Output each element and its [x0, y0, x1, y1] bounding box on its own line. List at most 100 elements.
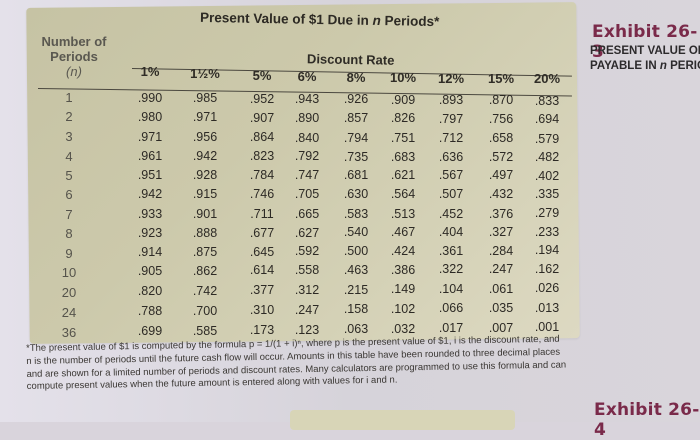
footnote: *The present value of $1 is computed by …: [26, 333, 587, 394]
period-cell: 36: [61, 325, 77, 341]
value-cell: .857: [343, 111, 369, 126]
value-cell: .061: [488, 281, 514, 296]
value-cell: .747: [294, 168, 320, 183]
value-cell: .712: [438, 131, 464, 146]
column-header: 15%: [487, 71, 515, 86]
value-cell: .683: [390, 149, 416, 164]
value-cell: .035: [488, 301, 514, 316]
value-cell: .890: [294, 110, 320, 125]
value-cell: .826: [390, 111, 416, 126]
column-header: 10%: [389, 70, 417, 85]
next-table-panel-edge: [290, 410, 515, 430]
exhibit-label-top: Exhibit 26-3: [592, 22, 698, 62]
value-cell: .933: [137, 207, 163, 221]
value-cell: .572: [488, 149, 514, 164]
value-cell: .711: [250, 206, 274, 221]
value-cell: .914: [137, 245, 163, 259]
value-cell: .585: [192, 323, 218, 338]
value-cell: .840: [294, 130, 320, 145]
period-cell: 1: [65, 90, 73, 105]
title-n: n: [372, 12, 381, 29]
exhibit-label-bottom: Exhibit 26-4: [594, 400, 700, 440]
title-text: Present Value of $1 Due in: [199, 9, 373, 28]
value-cell: .215: [343, 282, 369, 297]
title-suffix: Periods*: [380, 13, 440, 30]
row-header-line1: Number of: [41, 34, 107, 49]
value-cell: .792: [294, 149, 320, 164]
value-cell: .312: [294, 282, 320, 297]
value-cell: .558: [294, 263, 320, 278]
value-cell: .032: [390, 321, 416, 336]
period-cell: 7: [65, 207, 73, 223]
period-cell: 10: [61, 264, 77, 280]
value-cell: .746: [249, 187, 275, 201]
value-cell: .862: [192, 263, 218, 278]
value-cell: .915: [192, 187, 218, 201]
value-cell: .794: [343, 130, 369, 145]
value-cell: .026: [534, 281, 560, 296]
value-cell: .923: [137, 226, 163, 240]
value-cell: .705: [294, 187, 320, 201]
value-cell: .007: [488, 320, 514, 335]
value-cell: .864: [249, 130, 275, 145]
value-cell: .173: [249, 323, 275, 338]
value-cell: .513: [390, 206, 416, 221]
value-cell: .377: [249, 283, 275, 298]
value-cell: .592: [294, 244, 320, 259]
value-cell: .386: [390, 262, 416, 277]
value-cell: .990: [137, 91, 163, 105]
value-cell: .467: [390, 225, 416, 240]
value-cell: .452: [438, 206, 464, 221]
value-cell: .971: [137, 130, 163, 144]
value-cell: .247: [294, 302, 320, 317]
column-header: 12%: [437, 71, 465, 86]
row-header-line2: Periods: [50, 49, 98, 64]
value-cell: .482: [534, 150, 560, 165]
period-cell: 5: [65, 167, 73, 183]
value-cell: .567: [438, 168, 464, 183]
value-cell: .694: [534, 112, 560, 127]
column-header: 1%: [140, 64, 160, 79]
value-cell: .952: [249, 91, 275, 106]
value-cell: .627: [294, 225, 320, 240]
value-cell: .788: [137, 304, 163, 318]
value-cell: .247: [488, 262, 514, 277]
value-cell: .928: [192, 168, 218, 183]
value-cell: .335: [534, 187, 560, 201]
value-cell: .158: [343, 302, 369, 317]
value-cell: .540: [343, 225, 369, 240]
value-cell: .943: [294, 92, 320, 107]
value-cell: .402: [534, 168, 560, 183]
value-cell: .432: [488, 187, 514, 201]
value-cell: .063: [343, 322, 369, 337]
value-cell: .001: [534, 320, 560, 335]
value-cell: .985: [192, 91, 218, 106]
value-cell: .310: [249, 303, 275, 318]
value-cell: .823: [249, 149, 275, 164]
value-cell: .907: [249, 110, 275, 125]
row-header: Number of Periods (n): [40, 34, 108, 79]
value-cell: .961: [137, 149, 163, 163]
period-cell: 9: [65, 245, 73, 261]
value-cell: .888: [192, 225, 218, 240]
value-cell: .322: [438, 262, 464, 277]
column-header: 20%: [533, 71, 561, 86]
value-cell: .066: [438, 301, 464, 316]
period-cell: 8: [65, 226, 73, 242]
period-cell: 2: [65, 109, 73, 125]
period-cell: 20: [61, 285, 77, 300]
value-cell: .194: [534, 243, 560, 258]
period-cell: 3: [65, 129, 73, 145]
exhibit-subtitle-line1: PRESENT VALUE OF: [590, 45, 700, 57]
value-cell: .909: [390, 92, 416, 107]
value-cell: .699: [137, 324, 163, 338]
value-cell: .376: [488, 206, 514, 221]
value-cell: .700: [192, 303, 218, 318]
value-cell: .497: [488, 168, 514, 183]
value-cell: .579: [534, 131, 560, 146]
value-cell: .665: [294, 206, 320, 221]
value-cell: .630: [343, 187, 369, 201]
value-cell: .162: [534, 261, 560, 276]
value-cell: .017: [438, 321, 464, 336]
value-cell: .751: [390, 131, 416, 146]
